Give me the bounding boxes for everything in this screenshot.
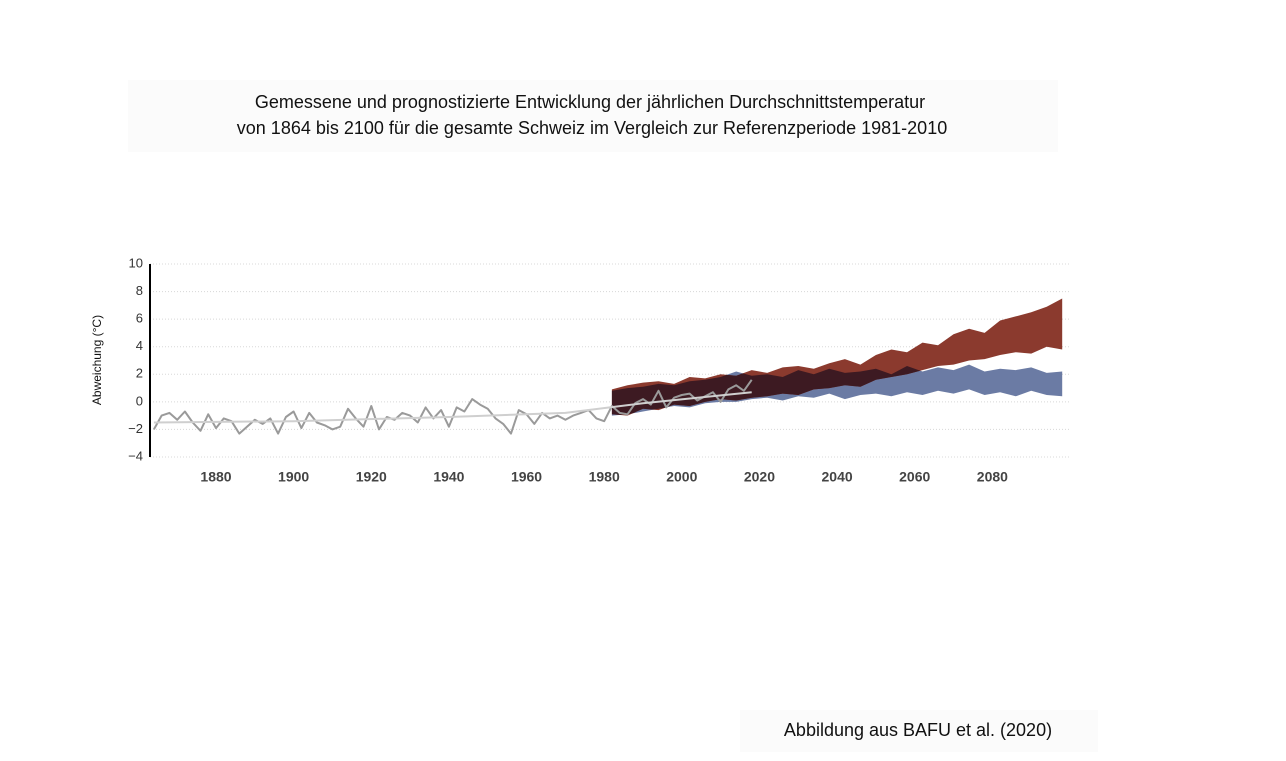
x-tick-label: 1880 — [200, 469, 231, 485]
y-tick-label: 4 — [136, 338, 143, 353]
y-tick-label: 6 — [136, 311, 143, 326]
line — [153, 391, 752, 424]
x-tick-label: 2080 — [977, 469, 1008, 485]
y-tick-label: 0 — [136, 393, 143, 408]
x-tick-label: 2040 — [822, 469, 853, 485]
chart-subtitle: von 1864 bis 2100 für die gesamte Schwei… — [237, 118, 947, 138]
x-tick-label: 2060 — [899, 469, 930, 485]
x-tick-label: 1900 — [278, 469, 309, 485]
x-tick-label: 1960 — [511, 469, 542, 485]
y-axis-label: Abweichung (°C) — [90, 315, 104, 405]
y-tick-label: 8 — [136, 283, 143, 298]
x-tick-label: 2020 — [744, 469, 775, 485]
x-tick-label: 1980 — [589, 469, 620, 485]
source-box — [740, 710, 1098, 752]
x-tick-label: 2000 — [666, 469, 697, 485]
y-tick-label: 2 — [136, 366, 143, 381]
source-note: Abbildung aus BAFU et al. (2020) — [784, 720, 1052, 740]
x-tick-label: 1920 — [356, 469, 387, 485]
y-tick-label: −2 — [128, 421, 143, 436]
y-tick-label: 10 — [129, 255, 143, 270]
x-tick-label: 1940 — [433, 469, 464, 485]
y-tick-label: −4 — [128, 448, 143, 463]
chart-title: Gemessene und prognostizierte Entwicklun… — [255, 92, 925, 112]
title-box — [128, 80, 1058, 152]
